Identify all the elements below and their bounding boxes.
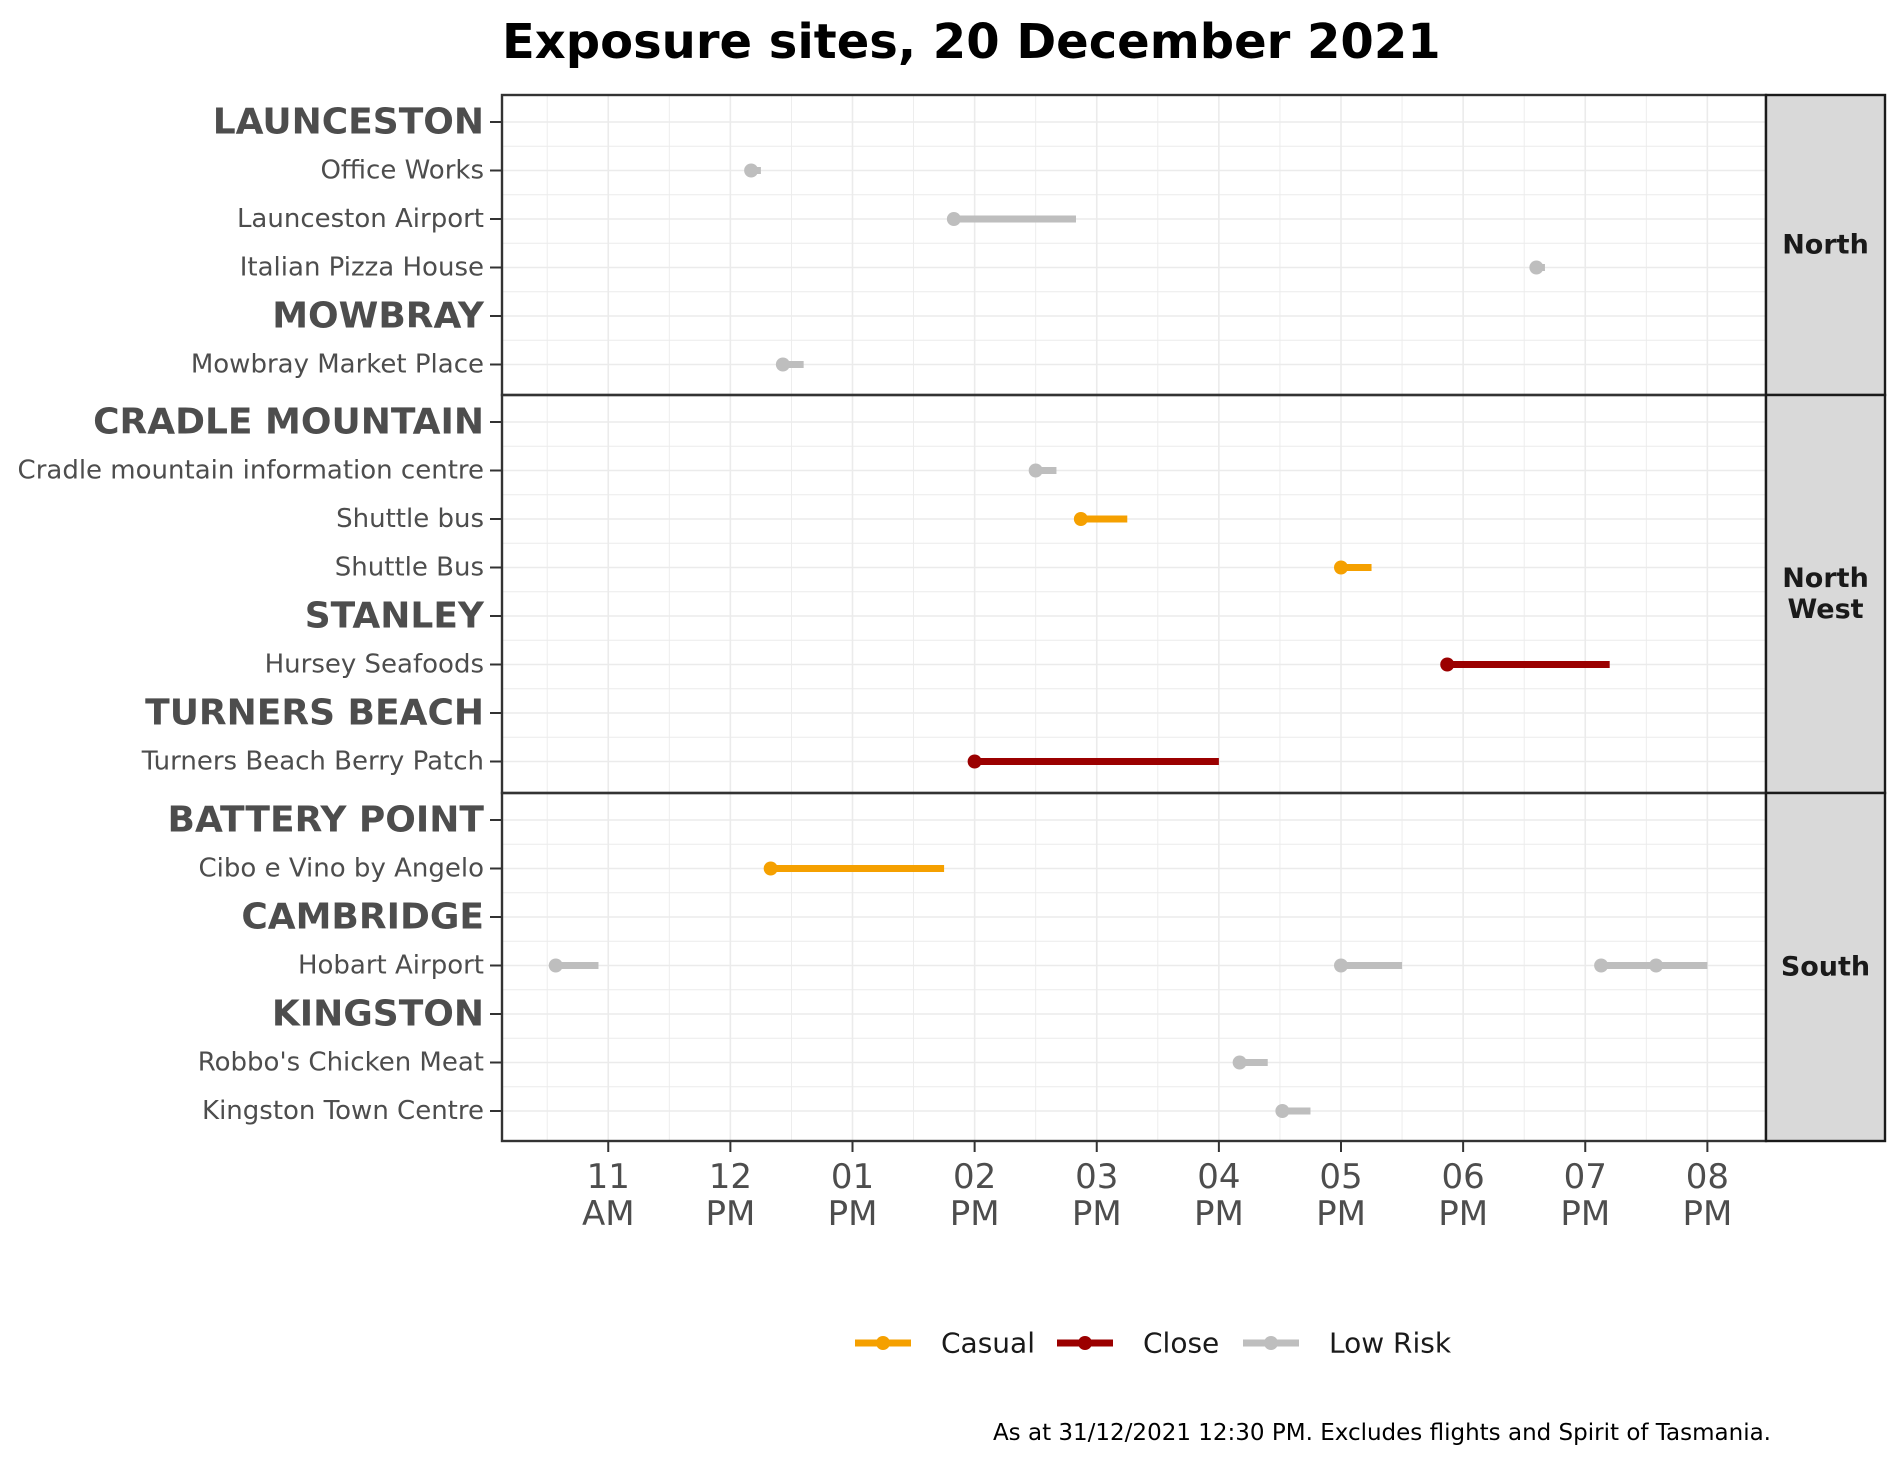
x-tick-label-line: 11 [587,1157,630,1197]
legend-key-point [1264,1336,1278,1350]
x-tick-label-line: PM [705,1194,755,1234]
exposure-start-point [1334,560,1349,575]
exposure-start-point [1334,958,1349,973]
site-label: Office Works [320,156,484,186]
x-tick-label-line: 01 [831,1157,874,1197]
site-label: Shuttle bus [336,504,484,534]
site-label: Italian Pizza House [240,253,484,283]
x-tick-label: 08 PM [1682,1157,1732,1234]
x-tick-label-line: PM [1682,1194,1732,1234]
legend-key-point [876,1336,890,1350]
x-tick-label-line: AM [582,1194,635,1234]
exposure-start-point [1275,1104,1290,1118]
site-label: Mowbray Market Place [191,350,484,380]
site-label: Launceston Airport [237,204,484,234]
site-label: Hobart Airport [298,951,484,981]
x-tick-label: 11 AM [582,1157,635,1234]
exposure-start-point [1028,463,1043,478]
site-label: Cibo e Vino by Angelo [199,854,484,884]
site-label: Kingston Town Centre [202,1096,484,1126]
site-label: Cradle mountain information centre [18,456,484,486]
facet-strip [1764,93,1887,397]
x-tick-label-line: 06 [1441,1157,1484,1197]
facet-strip-label: West [1787,594,1863,625]
facet-strip-label: North [1782,563,1869,594]
x-tick-label: 12 PM [705,1157,755,1234]
x-tick-label-line: PM [1560,1194,1610,1234]
x-tick-label-line: 12 [709,1157,752,1197]
town-heading-label: LAUNCESTON [213,102,484,143]
x-tick-label-line: PM [1072,1194,1122,1234]
facet-panel-0: LAUNCESTON Office Works Launceston Airport… [191,93,1887,397]
grid-lines [502,95,1766,1141]
town-heading-label: TURNERS BEACH [145,693,484,734]
town-heading-label: BATTERY POINT [168,800,485,841]
x-tick-label-line: PM [828,1194,878,1234]
x-tick-label: 07 PM [1560,1157,1610,1234]
exposure-start-point [1594,958,1609,973]
x-tick-label: 01 PM [828,1157,878,1234]
exposure-start-point [763,861,778,876]
x-tick-label: 03 PM [1072,1157,1122,1234]
facet-panel-2: BATTERY POINT Cibo e Vino by Angelo CAMBRI… [168,791,1887,1143]
legend-label: Low Risk [1329,1327,1452,1360]
exposure-start-point [1649,958,1664,973]
x-tick-label-line: PM [950,1194,1000,1234]
x-tick-label-line: 04 [1197,1157,1240,1197]
chart-title: Exposure sites, 20 December 2021 [502,14,1441,70]
x-tick-label: 05 PM [1316,1157,1366,1234]
chart-caption: As at 31/12/2021 12:30 PM. Excludes flig… [992,1420,1771,1446]
site-label: Robbo's Chicken Meat [198,1048,484,1078]
town-heading-label: STANLEY [305,596,485,637]
town-heading-label: MOWBRAY [272,296,485,337]
legend-label: Close [1143,1327,1219,1360]
legend-key-point [1078,1336,1092,1350]
panel-border [500,393,1768,795]
facet-strip-label: South [1781,952,1870,983]
x-tick-label: 06 PM [1438,1157,1488,1234]
x-tick-label-line: PM [1194,1194,1244,1234]
exposure-start-point [1073,512,1088,526]
legend-label: Casual [941,1327,1035,1360]
town-heading-label: KINGSTON [272,994,484,1035]
x-tick-label-line: 03 [1075,1157,1118,1197]
facet-strip-label: North [1782,230,1869,261]
site-label: Shuttle Bus [335,553,484,583]
exposure-start-point [1440,657,1455,672]
exposure-start-point [1529,260,1544,275]
x-tick-label: 02 PM [950,1157,1000,1234]
x-tick-label-line: 05 [1319,1157,1362,1197]
x-tick-label-line: 07 [1564,1157,1607,1197]
x-tick-label-line: 02 [953,1157,996,1197]
facet-strip [1764,791,1887,1143]
exposure-start-point [548,958,563,973]
panel-border [500,791,1768,1143]
x-tick-label-line: PM [1438,1194,1488,1234]
exposure-start-point [967,754,982,769]
legend: Casual Close Low Risk [855,1327,1452,1360]
facet-strip [1764,393,1887,795]
site-label: Turners Beach Berry Patch [141,747,484,777]
town-heading-label: CAMBRIDGE [241,897,484,938]
exposure-start-point [775,357,790,372]
exposure-start-point [1232,1055,1247,1070]
x-tick-label-line: PM [1316,1194,1366,1234]
x-tick-label: 04 PM [1194,1157,1244,1234]
exposure-start-point [946,212,961,226]
x-tick-label-line: 08 [1686,1157,1729,1197]
exposure-start-point [744,163,759,178]
panel-border [500,93,1768,397]
facet-panel-1: CRADLE MOUNTAIN Cradle mountain informati… [18,393,1887,795]
site-label: Hursey Seafoods [265,650,484,680]
town-heading-label: CRADLE MOUNTAIN [93,402,484,443]
